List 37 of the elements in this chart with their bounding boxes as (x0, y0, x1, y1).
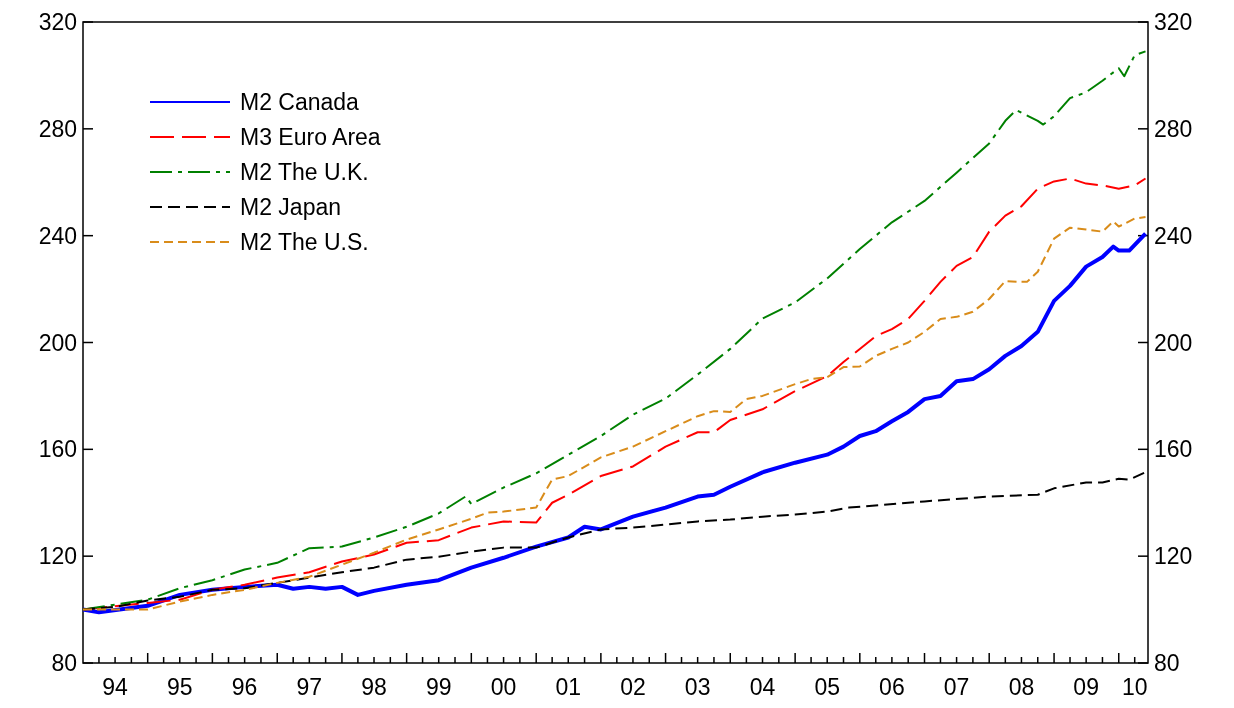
y2-tick-label: 160 (1154, 436, 1193, 463)
x-tick-label: 99 (425, 674, 452, 700)
x-tick-label: 05 (814, 674, 840, 700)
y-tick-label: 240 (38, 222, 77, 249)
y-tick-label: 200 (38, 329, 77, 356)
legend-label: M2 Japan (240, 194, 342, 220)
x-tick-label: 95 (166, 674, 193, 700)
x-tick-label: 08 (1008, 674, 1035, 700)
x-tick-label: 04 (749, 674, 776, 700)
x-tick-label: 98 (361, 674, 387, 700)
line-series (82, 50, 1147, 611)
x-tick-label: 94 (102, 674, 129, 700)
y-tick-label: 160 (38, 436, 77, 463)
legend-label: M2 The U.K. (240, 159, 369, 185)
x-tick-label: 10 (1121, 674, 1148, 700)
x-tick-label: 09 (1073, 674, 1099, 700)
y2-tick-label: 200 (1154, 329, 1193, 356)
x-tick-label: 07 (943, 674, 970, 700)
y-tick-label: 80 (51, 650, 77, 676)
y2-tick-label: 320 (1154, 9, 1193, 35)
y-tick-label: 280 (38, 115, 77, 142)
x-tick-label: 02 (620, 674, 646, 700)
y2-tick-label: 280 (1154, 115, 1193, 142)
x-tick-label: 06 (879, 674, 905, 700)
x-tick-label: 00 (490, 674, 517, 700)
y-tick-label: 120 (38, 543, 77, 570)
y2-tick-label: 120 (1154, 543, 1193, 570)
legend-label: M2 Canada (240, 89, 360, 115)
x-tick-label: 96 (231, 674, 258, 700)
y2-tick-label: 240 (1154, 222, 1193, 249)
legend-label: M3 Euro Area (240, 124, 381, 150)
x-tick-label: 01 (555, 674, 582, 700)
x-tick-label: 03 (684, 674, 711, 700)
y2-tick-label: 80 (1154, 650, 1180, 676)
y-tick-label: 320 (38, 9, 77, 35)
legend-label: M2 The U.S. (240, 229, 369, 255)
x-tick-label: 97 (296, 674, 323, 700)
